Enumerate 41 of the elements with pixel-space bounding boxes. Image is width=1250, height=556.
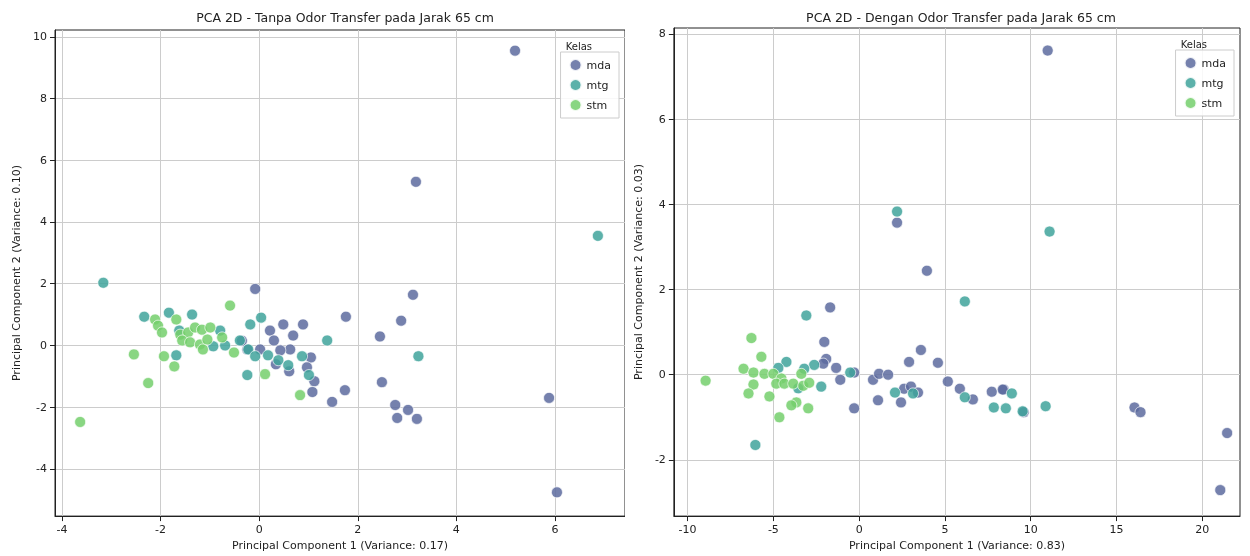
y-tick-label: -4 (36, 462, 47, 476)
y-tick-label: 10 (33, 30, 47, 44)
x-tick-label: -5 (767, 523, 779, 537)
legend-title: Kelas (565, 40, 592, 52)
y-axis-title: Principal Component 2 (Variance: 0.03) (632, 164, 645, 381)
x-tick-label: -4 (56, 523, 68, 537)
y-tick-label: 6 (40, 153, 47, 167)
legend-label: stm (586, 98, 608, 112)
x-tick-label: -2 (155, 523, 166, 537)
chart-title: PCA 2D - Dengan Odor Transfer pada Jarak 65 cm (806, 10, 1116, 25)
y-tick-label: 2 (40, 277, 47, 291)
y-tick-label: 4 (40, 215, 47, 229)
legend-label: mda (1201, 56, 1227, 70)
y-axis-title: Principal Component 2 (Variance: 0.10) (10, 165, 24, 382)
x-tick-label: 15 (1109, 523, 1124, 537)
x-tick-label: 4 (452, 523, 460, 537)
y-tick-label: -2 (36, 400, 47, 414)
y-tick-label: 8 (40, 92, 47, 106)
legend-title: Kelas (1180, 38, 1207, 50)
legend-label: mtg (1201, 76, 1224, 90)
x-tick-label: 20 (1195, 523, 1210, 537)
y-tick-label: 4 (658, 197, 666, 211)
y-tick-label: 0 (40, 338, 47, 352)
y-tick-label: 2 (658, 283, 666, 297)
x-tick-label: 0 (855, 523, 863, 537)
y-tick-label: -2 (654, 453, 666, 467)
y-tick-label: 0 (658, 368, 666, 382)
x-tick-label: 6 (551, 523, 559, 537)
x-tick-label: 0 (255, 523, 263, 537)
x-tick-label: 5 (941, 523, 949, 537)
x-tick-label: 10 (1023, 523, 1038, 537)
x-axis-title: Principal Component 1 (Variance: 0.17) (231, 539, 449, 552)
y-tick-label: 8 (658, 27, 666, 41)
y-tick-label: 6 (658, 112, 666, 126)
chart-title: PCA 2D - Tanpa Odor Transfer pada Jarak 65 cm (196, 10, 494, 25)
x-tick-label: -10 (678, 523, 697, 537)
x-axis-title: Principal Component 1 (Variance: 0.83) (848, 539, 1065, 552)
legend-label: stm (1201, 96, 1223, 110)
legend-label: mtg (586, 78, 609, 92)
x-tick-label: 2 (354, 523, 362, 537)
legend-label: mda (586, 58, 612, 72)
